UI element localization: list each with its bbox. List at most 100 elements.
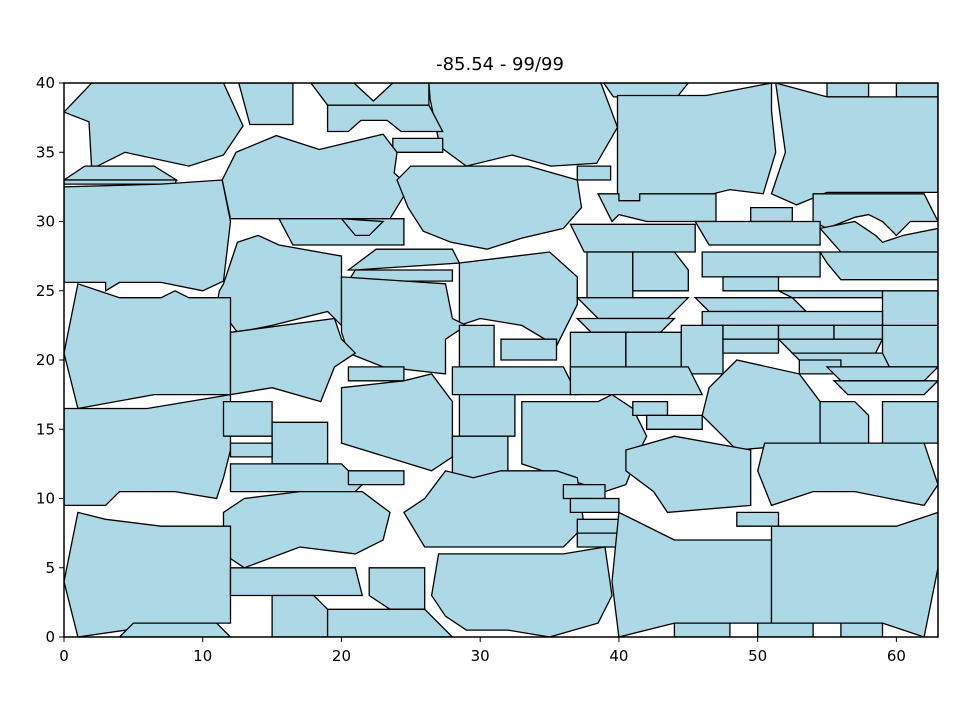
polygon-shape-60 xyxy=(832,380,938,396)
polygon-shape-82 xyxy=(576,532,620,548)
polygon-shape-8 xyxy=(392,137,444,153)
polygon-shape-22 xyxy=(569,223,696,253)
polygon-shape-21 xyxy=(340,217,385,237)
polygon-shape-96 xyxy=(840,622,884,637)
polygon-shape-13 xyxy=(221,133,411,220)
polygon-shape-33 xyxy=(722,276,780,292)
polygon-shape-87 xyxy=(368,567,426,610)
x-tick-label-3: 30 xyxy=(471,647,490,665)
polygon-shape-29 xyxy=(586,251,634,299)
polygon-shape-57 xyxy=(451,366,579,396)
polygon-shape-53 xyxy=(881,324,938,368)
y-tick-label-7: 35 xyxy=(36,143,55,161)
polygon-shape-19 xyxy=(812,193,938,237)
polygon-shape-93 xyxy=(118,622,232,637)
polygon-shape-40 xyxy=(64,282,232,410)
x-axis: 0 10 20 30 40 50 60 xyxy=(59,637,906,665)
y-tick-label-2: 10 xyxy=(36,490,55,508)
polygon-shape-31 xyxy=(701,251,821,278)
chart-title: -85.54 - 99/99 xyxy=(436,54,564,75)
polygon-shape-62 xyxy=(340,373,454,472)
polygon-shape-80 xyxy=(569,497,620,514)
x-tick-label-6: 60 xyxy=(887,647,906,665)
polygon-shape-44 xyxy=(500,338,558,361)
polygon-shape-86 xyxy=(229,567,364,597)
polygon-shape-51 xyxy=(833,324,884,340)
polygon-shape-56 xyxy=(347,366,405,382)
polygon-shape-91 xyxy=(271,594,329,637)
shapes-layer xyxy=(64,83,938,637)
polygon-shape-59 xyxy=(825,366,938,382)
y-tick-label-3: 15 xyxy=(36,420,55,438)
polygon-shape-39 xyxy=(701,310,884,327)
polygon-shape-20 xyxy=(277,218,405,246)
polygon-shape-30 xyxy=(632,251,689,292)
polygon-shape-34 xyxy=(778,290,884,299)
polygon-shape-17 xyxy=(597,193,717,223)
polygon-shape-90 xyxy=(770,511,938,637)
polygon-shape-2 xyxy=(310,83,430,106)
polygon-shape-12 xyxy=(64,179,178,185)
polygon-shape-94 xyxy=(673,622,731,637)
polygon-shape-74 xyxy=(229,463,364,493)
y-axis: 0 5 10 15 20 25 30 35 40 xyxy=(36,74,64,646)
polygon-shape-89 xyxy=(611,511,773,637)
polygon-shape-11 xyxy=(64,165,179,181)
polygon-shape-38 xyxy=(575,317,676,333)
polygon-shape-23 xyxy=(694,220,821,246)
y-tick-label-5: 25 xyxy=(36,282,55,300)
polygon-shape-50 xyxy=(777,324,835,340)
polygon-shape-41 xyxy=(340,276,468,375)
polygon-shape-69 xyxy=(632,400,669,417)
polygon-shape-0 xyxy=(64,83,244,170)
polygon-shape-67 xyxy=(458,393,516,437)
polygon-shape-25 xyxy=(215,234,343,334)
polygon-shape-49 xyxy=(722,338,780,354)
polygon-shape-63 xyxy=(64,393,232,507)
polygon-shape-16 xyxy=(396,165,583,250)
polygon-shape-14 xyxy=(64,179,232,292)
polygon-shape-32 xyxy=(818,251,938,281)
polygon-shape-15 xyxy=(576,165,612,181)
x-tick-label-2: 20 xyxy=(332,647,351,665)
polygon-shape-48 xyxy=(722,324,780,340)
polygon-shape-88 xyxy=(430,546,613,637)
polygon-shape-85 xyxy=(64,511,232,637)
polygon-shape-43 xyxy=(458,324,495,368)
polygon-shape-75 xyxy=(347,470,405,486)
polygon-shape-78 xyxy=(403,470,585,548)
polygon-shape-24 xyxy=(818,220,938,253)
polygon-shape-3 xyxy=(428,83,619,167)
polygon-shape-84 xyxy=(222,490,391,569)
polygon-shape-52 xyxy=(776,338,884,354)
polygon-shape-83 xyxy=(736,511,780,527)
polygon-shape-1 xyxy=(238,83,294,126)
y-tick-label-0: 0 xyxy=(45,628,55,646)
polygon-shape-77 xyxy=(757,442,938,507)
polygon-shape-37 xyxy=(693,297,808,313)
y-tick-label-8: 40 xyxy=(36,74,55,92)
polygon-shape-36 xyxy=(575,297,690,320)
y-tick-label-6: 30 xyxy=(36,213,55,231)
polygon-shape-81 xyxy=(576,518,620,534)
x-tick-label-5: 50 xyxy=(748,647,767,665)
polygon-shape-7 xyxy=(326,104,444,133)
y-tick-label-1: 5 xyxy=(45,559,55,577)
polygon-shape-4 xyxy=(602,83,690,98)
y-tick-label-4: 20 xyxy=(36,351,55,369)
polygon-shape-58 xyxy=(569,366,704,396)
polygon-shape-10 xyxy=(770,83,938,206)
polygon-shape-79 xyxy=(562,483,606,500)
polygon-shape-95 xyxy=(757,622,814,637)
polygon-shape-70 xyxy=(646,414,703,430)
polygon-shape-9 xyxy=(616,83,777,206)
polygon-shape-26 xyxy=(346,248,461,271)
x-tick-label-0: 0 xyxy=(59,647,69,665)
polygon-shape-27 xyxy=(347,269,454,282)
polygon-shape-64 xyxy=(222,400,273,437)
polygon-shape-65 xyxy=(271,421,329,465)
polygon-shape-76 xyxy=(625,435,752,514)
polygon-shape-92 xyxy=(326,608,454,637)
x-tick-label-1: 10 xyxy=(193,647,212,665)
